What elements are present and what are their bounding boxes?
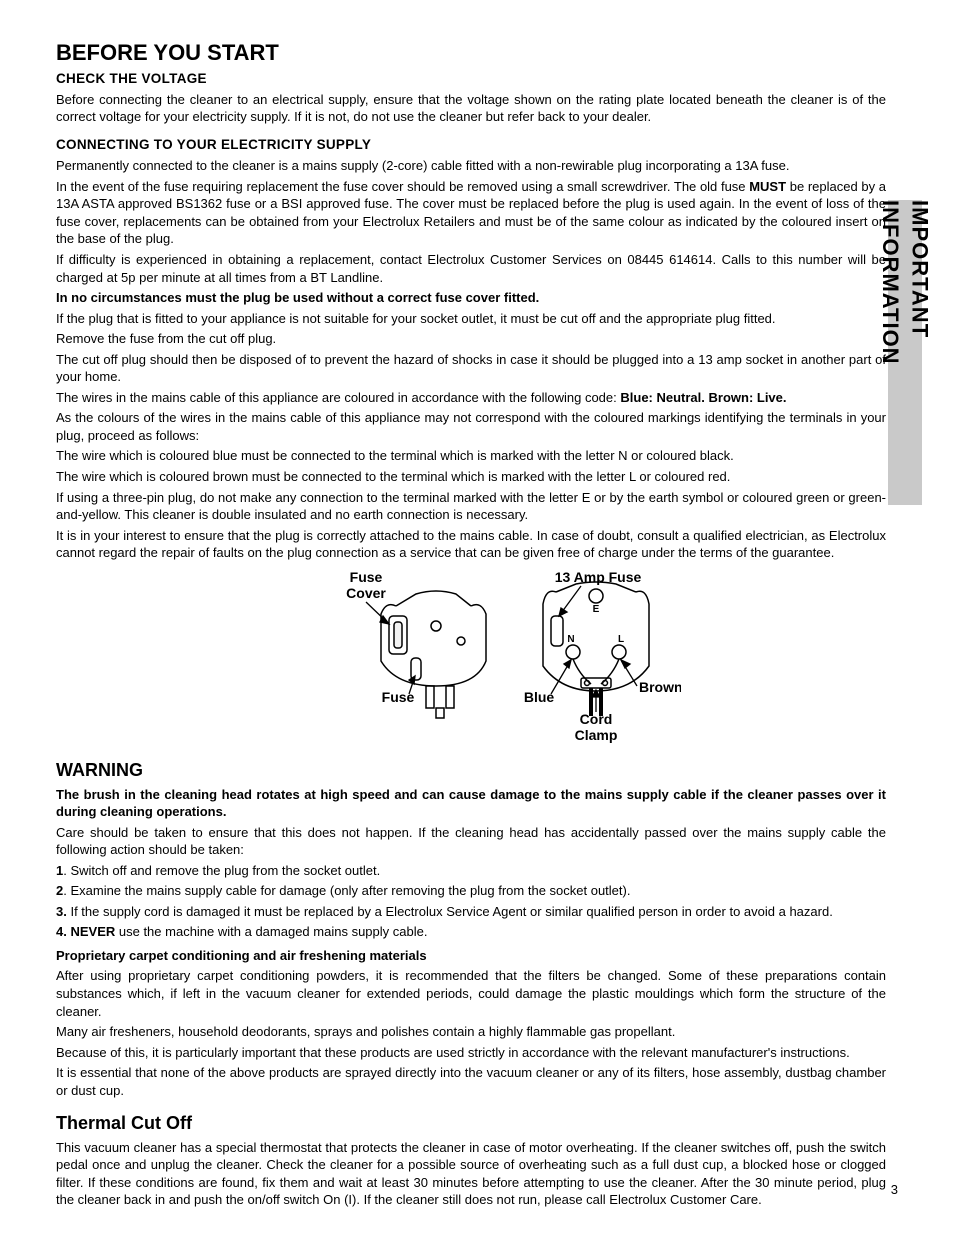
subhead-connecting: CONNECTING TO YOUR ELECTRICITY SUPPLY — [56, 136, 886, 154]
subhead-check-voltage: CHECK THE VOLTAGE — [56, 70, 886, 88]
para: Care should be taken to ensure that this… — [56, 824, 886, 859]
heading-before-you-start: BEFORE YOU START — [56, 38, 886, 68]
page-content: BEFORE YOU START CHECK THE VOLTAGE Befor… — [56, 38, 886, 1209]
para: The cut off plug should then be disposed… — [56, 351, 886, 386]
heading-thermal: Thermal Cut Off — [56, 1111, 886, 1135]
para: This vacuum cleaner has a special thermo… — [56, 1139, 886, 1209]
side-tab-label: IMPORTANT INFORMATION — [875, 200, 934, 505]
list-item: 2. Examine the mains supply cable for da… — [56, 882, 886, 900]
para: If difficulty is experienced in obtainin… — [56, 251, 886, 286]
para: If using a three-pin plug, do not make a… — [56, 489, 886, 524]
para: After using proprietary carpet condition… — [56, 967, 886, 1020]
list-item: 4. NEVER use the machine with a damaged … — [56, 923, 886, 941]
list-item: 1. Switch off and remove the plug from t… — [56, 862, 886, 880]
heading-warning: WARNING — [56, 758, 886, 782]
para-bold: In no circumstances must the plug be use… — [56, 289, 886, 307]
para: The wire which is coloured blue must be … — [56, 447, 886, 465]
svg-text:N: N — [567, 634, 574, 645]
para: The wire which is coloured brown must be… — [56, 468, 886, 486]
label-blue: Blue — [524, 689, 555, 705]
para: In the event of the fuse requiring repla… — [56, 178, 886, 248]
label-brown: Brown — [639, 679, 681, 695]
svg-text:E: E — [593, 604, 600, 615]
para: As the colours of the wires in the mains… — [56, 409, 886, 444]
para: The wires in the mains cable of this app… — [56, 389, 886, 407]
para: Because of this, it is particularly impo… — [56, 1044, 886, 1062]
svg-text:Clamp: Clamp — [575, 727, 618, 743]
para: Remove the fuse from the cut off plug. — [56, 330, 886, 348]
side-tab: IMPORTANT INFORMATION — [888, 200, 922, 505]
para: Many air fresheners, household deodorant… — [56, 1023, 886, 1041]
para: Before connecting the cleaner to an elec… — [56, 91, 886, 126]
plug-diagram: Fuse Cover 13 Amp Fuse Fuse Blue Brown C… — [56, 566, 886, 751]
para-bold: The brush in the cleaning head rotates a… — [56, 786, 886, 821]
subhead-proprietary: Proprietary carpet conditioning and air … — [56, 947, 886, 965]
para: It is essential that none of the above p… — [56, 1064, 886, 1099]
label-cord-clamp: Cord — [580, 711, 613, 727]
page-number: 3 — [891, 1181, 898, 1199]
para: Permanently connected to the cleaner is … — [56, 157, 886, 175]
list-item: 3. If the supply cord is damaged it must… — [56, 903, 886, 921]
svg-text:L: L — [618, 634, 624, 645]
label-fuse-cover: Fuse — [350, 569, 383, 585]
para: If the plug that is fitted to your appli… — [56, 310, 886, 328]
svg-text:Cover: Cover — [346, 585, 386, 601]
para: It is in your interest to ensure that th… — [56, 527, 886, 562]
